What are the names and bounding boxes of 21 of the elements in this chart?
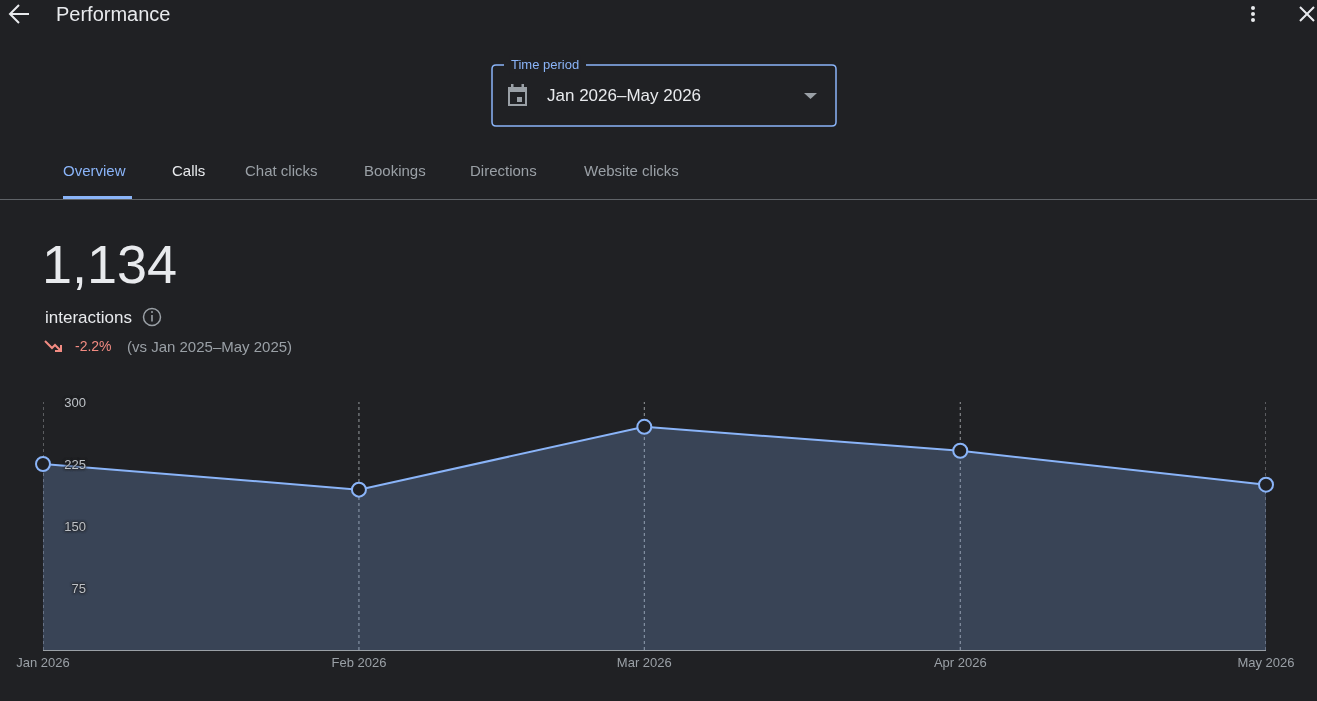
- text: Chat clicks: [245, 162, 318, 179]
- y-tick-label: 75: [71, 580, 86, 596]
- text: Website clicks: [584, 162, 679, 179]
- text: -2.2%: [75, 338, 112, 354]
- text: Calls: [172, 162, 206, 179]
- x-tick-label: Mar 2026: [616, 654, 672, 670]
- x-tick-label: Jan 2026: [16, 654, 70, 670]
- y-tick-label: 150: [64, 518, 86, 534]
- y-tick-label: 300: [64, 394, 86, 410]
- text: Bookings: [364, 162, 426, 179]
- x-tick-label: Apr 2026: [933, 654, 987, 670]
- text: (vs Jan 2025–May 2025): [127, 338, 293, 355]
- x-tick-label: May 2026: [1237, 654, 1295, 670]
- text: Directions: [470, 162, 537, 179]
- text: interactions: [45, 308, 132, 327]
- text: Overview: [63, 162, 126, 179]
- text: Jan 2026–May 2026: [547, 86, 702, 105]
- text: Time period: [511, 57, 580, 72]
- x-tick-label: Feb 2026: [331, 654, 387, 670]
- chart-title: Performance: [56, 3, 171, 25]
- text: 1,134: [42, 234, 178, 294]
